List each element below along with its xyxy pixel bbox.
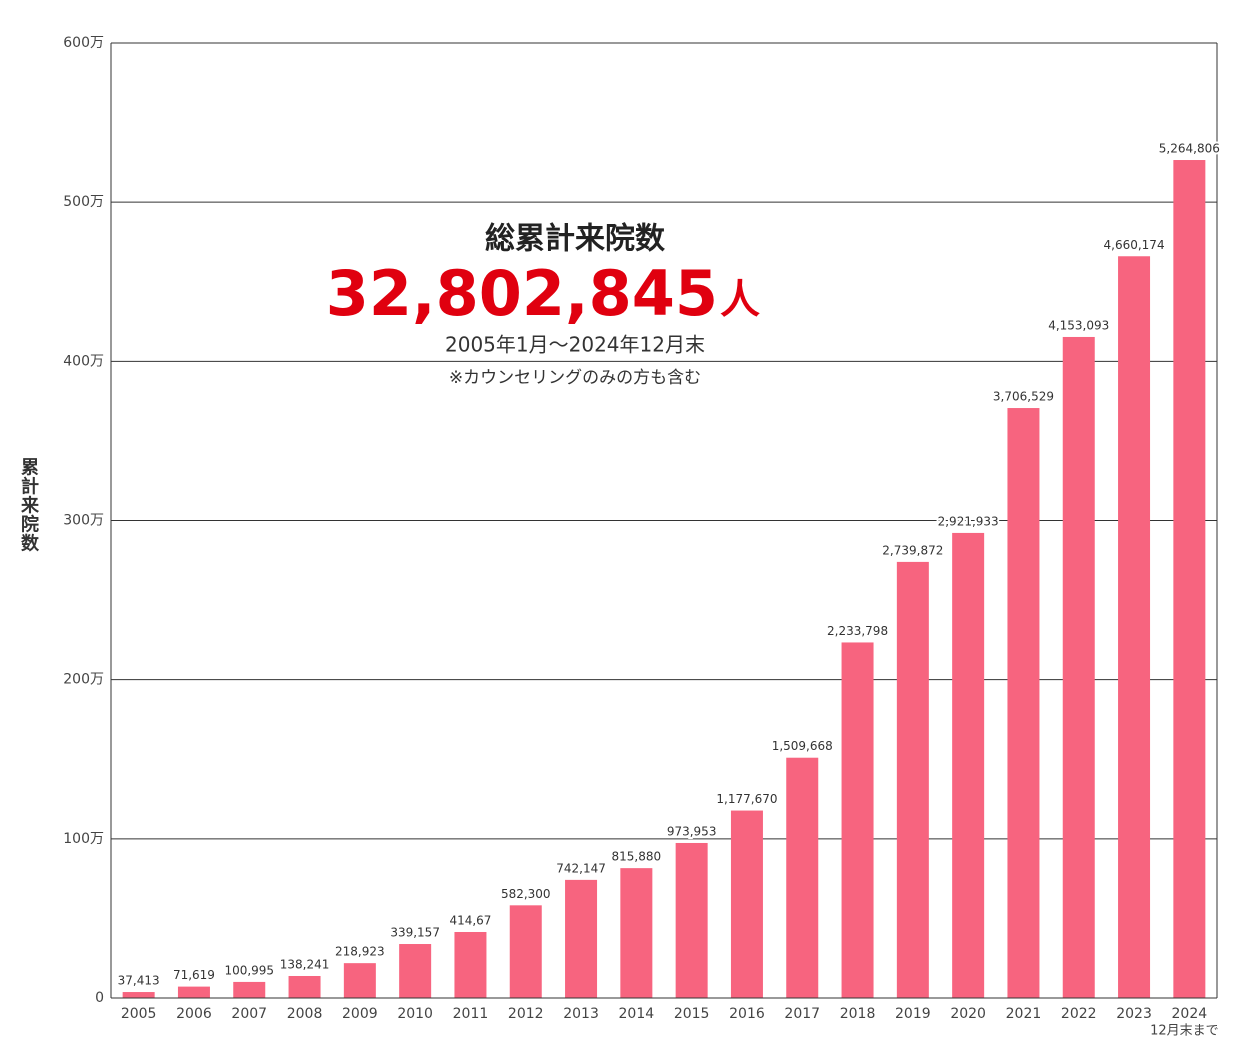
y-tick-label: 0: [95, 990, 104, 1006]
bar: [399, 944, 432, 998]
bar: [565, 879, 598, 998]
value-label: 414,67: [449, 913, 491, 927]
bar: [841, 642, 874, 998]
y-axis-label: 累計来院数: [18, 457, 40, 552]
value-label: 5,264,806: [1159, 142, 1220, 156]
value-label: 973,953: [667, 824, 717, 838]
x-tick-label: 2010: [397, 1006, 433, 1022]
bar: [509, 905, 542, 998]
x-tick-label: 2008: [287, 1006, 323, 1022]
x-tick-label: 2009: [342, 1006, 378, 1022]
value-label: 71,619: [173, 968, 215, 982]
bar: [343, 963, 376, 998]
y-tick-label: 100万: [63, 831, 104, 847]
bar: [122, 992, 155, 998]
x-tick-label: 2013: [563, 1006, 599, 1022]
bar: [952, 532, 985, 998]
annotation-total: 32,802,845: [326, 257, 718, 330]
x-tick-label: 2018: [840, 1006, 876, 1022]
value-label: 582,300: [501, 887, 551, 901]
bar: [177, 986, 210, 998]
x-tick-label: 2022: [1061, 1006, 1097, 1022]
bar: [675, 842, 708, 998]
bar: [288, 975, 321, 998]
x-tick-label: 2024: [1172, 1006, 1208, 1022]
x-tick-label: 2012: [508, 1006, 544, 1022]
x-tick-label: 2014: [619, 1006, 655, 1022]
x-tick-label: 2007: [231, 1006, 267, 1022]
annotation-period: 2005年1月～2024年12月末: [445, 333, 705, 357]
x-tick-label: 2020: [950, 1006, 986, 1022]
value-label: 1,509,668: [772, 739, 833, 753]
x-tick-label: 2017: [784, 1006, 820, 1022]
bar: [454, 931, 487, 998]
bar: [233, 981, 266, 998]
y-tick-label: 600万: [63, 35, 104, 51]
x-tick-label: 2023: [1116, 1006, 1152, 1022]
y-tick-label: 500万: [63, 194, 104, 210]
y-tick-label: 200万: [63, 672, 104, 688]
value-label: 2,921,933: [938, 514, 999, 528]
x-tick-label: 2005: [121, 1006, 157, 1022]
x-tick-note: 12月末まで: [1150, 1024, 1219, 1039]
value-label: 4,660,174: [1104, 238, 1165, 252]
value-label: 2,739,872: [882, 543, 943, 557]
x-tick-label: 2015: [674, 1006, 710, 1022]
bar: [786, 757, 819, 998]
value-label: 100,995: [224, 963, 274, 977]
x-tick-label: 2019: [895, 1006, 931, 1022]
value-label: 138,241: [280, 957, 330, 971]
value-label: 815,880: [612, 850, 662, 864]
x-tick-label: 2006: [176, 1006, 212, 1022]
bar: [1118, 256, 1151, 999]
x-tick-label: 2011: [453, 1006, 489, 1022]
y-tick-label: 400万: [63, 353, 104, 369]
bar: [1062, 336, 1095, 998]
annotation-unit: 人: [720, 277, 760, 323]
value-label: 339,157: [390, 926, 440, 940]
value-label: 1,177,670: [716, 792, 777, 806]
value-label: 2,233,798: [827, 624, 888, 638]
bar: [620, 868, 653, 998]
y-tick-label: 300万: [63, 513, 104, 529]
value-label: 218,923: [335, 945, 385, 959]
bar: [1173, 160, 1206, 998]
bar: [730, 810, 763, 998]
value-label: 742,147: [556, 861, 606, 875]
annotation-heading: 総累計来院数: [485, 222, 666, 257]
x-tick-label: 2021: [1006, 1006, 1042, 1022]
value-label: 37,413: [118, 974, 160, 988]
x-tick-label: 2016: [729, 1006, 765, 1022]
bar: [1007, 408, 1040, 998]
bar: [896, 561, 929, 998]
value-label: 4,153,093: [1048, 318, 1109, 332]
annotation-note: ※カウンセリングのみの方も含む: [449, 368, 701, 388]
value-label: 3,706,529: [993, 390, 1054, 404]
